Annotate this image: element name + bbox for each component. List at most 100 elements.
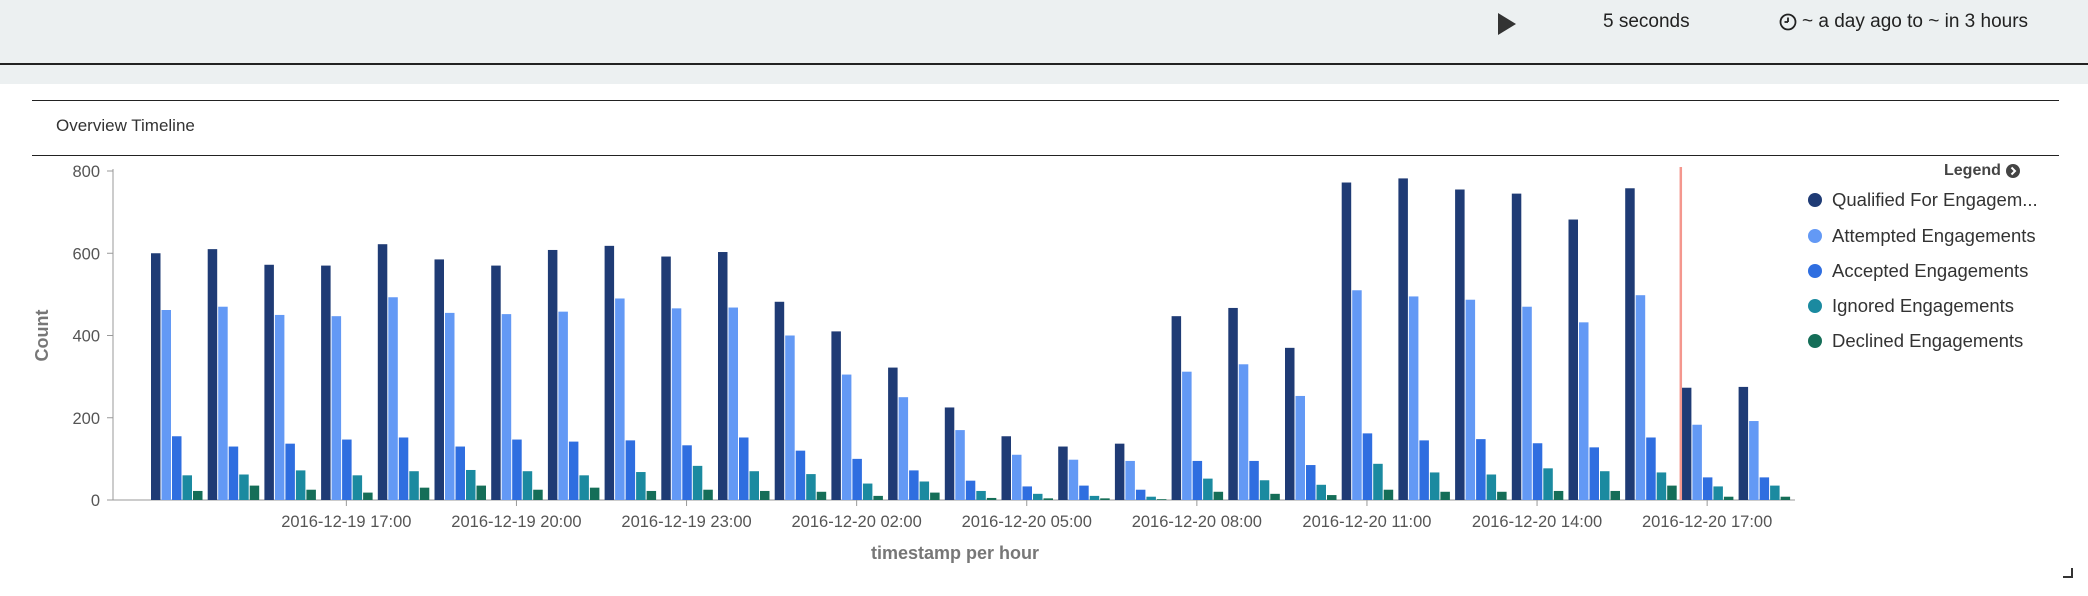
- y-tick-label: 800: [72, 163, 100, 181]
- bar: [888, 367, 898, 500]
- bar: [1316, 484, 1326, 500]
- legend-toggle[interactable]: Legend: [1944, 162, 2021, 180]
- bar: [445, 312, 455, 500]
- bar: [1001, 436, 1011, 500]
- bar: [331, 316, 342, 500]
- bar: [1497, 491, 1507, 500]
- bar: [1306, 465, 1316, 500]
- bar: [976, 490, 986, 500]
- bar: [1486, 474, 1497, 500]
- bar: [1419, 440, 1429, 500]
- bar: [476, 485, 486, 500]
- bar: [1702, 477, 1713, 500]
- bar: [965, 480, 976, 500]
- bar: [930, 492, 940, 500]
- bar: [1625, 188, 1635, 500]
- bar: [1182, 371, 1192, 500]
- bar: [1749, 421, 1759, 500]
- x-tick-label: 2016-12-20 17:00: [1642, 513, 1772, 531]
- bar: [1352, 290, 1362, 500]
- bar: [193, 490, 203, 500]
- bar: [682, 445, 692, 500]
- bar: [522, 471, 533, 500]
- bar: [1238, 364, 1249, 500]
- bar: [1543, 468, 1553, 500]
- time-range-picker[interactable]: ~ a day ago to ~ in 3 hours: [1779, 11, 2028, 33]
- bar: [1759, 477, 1770, 500]
- y-tick-label: 600: [72, 245, 100, 263]
- bar: [1656, 472, 1667, 500]
- bar: [831, 331, 841, 500]
- bar: [1100, 498, 1110, 500]
- bar: [151, 253, 161, 500]
- bar: [1635, 295, 1646, 500]
- bar: [1532, 443, 1543, 500]
- bar: [604, 245, 615, 500]
- x-tick-label: 2016-12-20 08:00: [1132, 513, 1262, 531]
- legend-item[interactable]: Accepted Engagements: [1808, 260, 2028, 282]
- bar: [1465, 299, 1476, 500]
- legend-dot-icon: [1808, 334, 1822, 348]
- bar: [671, 308, 682, 500]
- bar: [1681, 387, 1692, 500]
- bar: [636, 472, 646, 500]
- bar: [579, 475, 589, 500]
- bar: [1125, 460, 1135, 500]
- bar: [182, 475, 192, 500]
- bar: [363, 492, 373, 500]
- bar: [239, 474, 249, 500]
- panel-title: Overview Timeline: [56, 116, 195, 135]
- y-tick-label: 0: [91, 492, 100, 510]
- clock-icon: [1779, 13, 1797, 31]
- bar: [718, 252, 728, 500]
- legend-dot-icon: [1808, 229, 1822, 243]
- bar: [388, 297, 398, 500]
- legend-item[interactable]: Qualified For Engagem...: [1808, 189, 2038, 211]
- play-icon[interactable]: [1494, 11, 1520, 37]
- bar: [986, 497, 997, 500]
- bar: [1373, 463, 1383, 500]
- bar: [419, 487, 430, 500]
- bar: [944, 407, 955, 500]
- legend-item[interactable]: Ignored Engagements: [1808, 295, 2014, 317]
- bar: [615, 298, 625, 500]
- bar: [749, 471, 759, 500]
- x-tick-label: 2016-12-20 14:00: [1472, 513, 1602, 531]
- y-axis-title: Count: [32, 310, 52, 362]
- y-tick-label: 400: [72, 328, 100, 346]
- y-tick-label: 200: [72, 410, 100, 428]
- bar: [1068, 459, 1079, 500]
- bar: [1213, 491, 1224, 500]
- bar: [491, 265, 501, 500]
- refresh-interval[interactable]: 5 seconds: [1603, 11, 1690, 32]
- x-axis-title: timestamp per hour: [871, 543, 1039, 563]
- bar: [661, 256, 671, 500]
- resize-handle[interactable]: [2063, 568, 2073, 578]
- legend-dot-icon: [1808, 193, 1822, 207]
- bar: [852, 458, 862, 500]
- legend-dot-icon: [1808, 264, 1822, 278]
- bar: [1033, 493, 1043, 500]
- legend-label: Declined Engagements: [1832, 330, 2024, 351]
- bar: [589, 487, 600, 500]
- bar: [218, 306, 228, 500]
- legend-item[interactable]: Attempted Engagements: [1808, 225, 2036, 247]
- bar: [434, 259, 444, 500]
- legend-header: Legend: [1944, 162, 2001, 179]
- bar: [547, 249, 558, 500]
- x-tick-label: 2016-12-20 11:00: [1302, 513, 1431, 531]
- bar: [1553, 490, 1564, 500]
- legend-label: Qualified For Engagem...: [1832, 189, 2038, 210]
- bar: [774, 301, 785, 500]
- bar: [1476, 439, 1486, 500]
- bar: [1043, 498, 1053, 500]
- bar: [760, 490, 770, 500]
- bar: [1713, 486, 1723, 500]
- bar: [1058, 446, 1068, 500]
- bar: [306, 489, 316, 500]
- legend-item[interactable]: Declined Engagements: [1808, 330, 2023, 352]
- bar: [692, 465, 703, 500]
- bar: [533, 489, 543, 500]
- bar: [295, 470, 306, 500]
- bar: [1192, 460, 1203, 500]
